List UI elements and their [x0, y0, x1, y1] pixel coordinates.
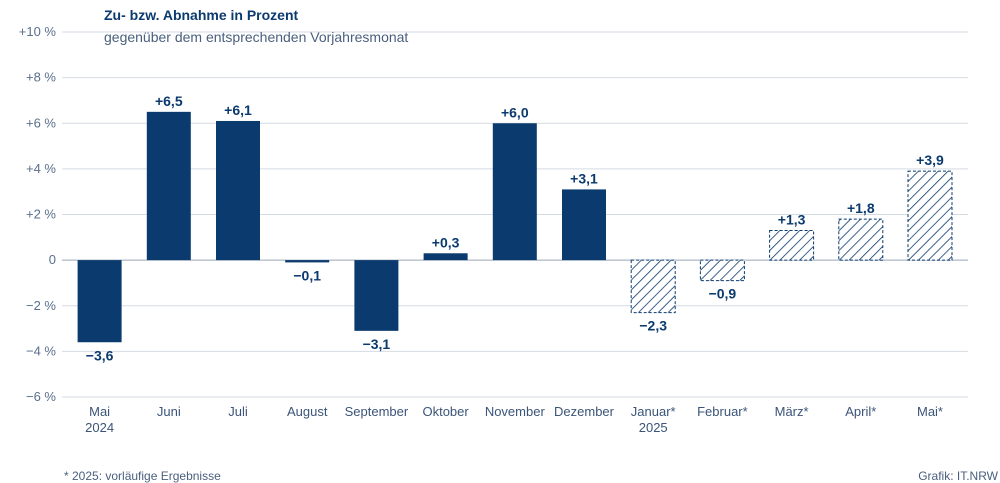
value-label: +6,0 [501, 104, 529, 120]
value-label: +3,1 [570, 170, 598, 186]
bar [423, 253, 468, 261]
chart-title: Zu- bzw. Abnahme in Prozent [104, 7, 299, 23]
y-tick-label: +4 % [26, 161, 56, 176]
bar-provisional [838, 218, 884, 261]
bar-provisional [699, 259, 745, 282]
x-category-line: 2024 [85, 420, 114, 435]
bar [285, 260, 330, 263]
bar [216, 120, 260, 261]
x-category-line: Oktober [422, 404, 469, 419]
footnote: * 2025: vorläufige Ergebnisse [64, 469, 221, 483]
x-category-line: September [345, 404, 409, 419]
value-label: −0,9 [709, 286, 737, 302]
x-category-label: Januar* 2025 [631, 404, 676, 435]
chart-subtitle: gegenüber dem entsprechenden Vorjahresmo… [104, 29, 408, 45]
x-category-line: Juni [157, 404, 181, 419]
x-category-line: August [287, 404, 328, 419]
value-label: −3,1 [363, 336, 391, 352]
y-tick-label: −2 % [26, 298, 56, 313]
y-tick-label: 0 [49, 252, 56, 267]
source-credit: Grafik: IT.NRW [918, 469, 998, 483]
x-category-line: 2025 [639, 420, 668, 435]
x-category-line: Juli [228, 404, 248, 419]
bars [77, 111, 953, 343]
x-category-label: September [345, 404, 409, 419]
bar [146, 111, 191, 261]
bar [492, 123, 537, 261]
x-category-line: März* [775, 404, 809, 419]
bar [562, 189, 606, 261]
x-category-line: November [485, 404, 546, 419]
value-label: +1,8 [847, 200, 875, 216]
x-category-label: Oktober [422, 404, 469, 419]
x-category-line: Mai* [917, 404, 943, 419]
value-label: −2,3 [639, 318, 667, 334]
x-category-label: August [287, 404, 328, 419]
x-category-line: April* [845, 404, 876, 419]
x-category-label: März* [775, 404, 809, 419]
value-label: +6,5 [155, 93, 183, 109]
x-category-label: November [485, 404, 546, 419]
value-labels: −3,6 +6,5 +6,1 −0,1 −3,1 +0,3 +6,0 +3,1 −2,3 −0,9… [86, 93, 944, 363]
y-tick-label: +2 % [26, 207, 56, 222]
value-label: +0,3 [432, 234, 460, 250]
x-category-line: Mai [89, 404, 110, 419]
x-category-label: Mai 2024 [85, 404, 114, 435]
value-label: −0,1 [293, 267, 321, 283]
y-tick-label: −6 % [26, 389, 56, 404]
value-label: +3,9 [916, 152, 944, 168]
bar [354, 260, 399, 331]
bar [77, 260, 122, 343]
y-axis-ticks: −6 % −4 % −2 % 0 +2 % +4 % +6 % +8 % +10 % [19, 24, 57, 404]
x-category-label: Juni [157, 404, 181, 419]
x-category-label: Juli [228, 404, 248, 419]
x-category-line: Dezember [554, 404, 615, 419]
bar-provisional [769, 229, 815, 261]
y-tick-label: −4 % [26, 343, 56, 358]
x-category-line: Februar* [697, 404, 748, 419]
x-category-label: Mai* [917, 404, 943, 419]
bar-provisional [907, 170, 953, 261]
x-category-line: Januar* [631, 404, 676, 419]
x-category-label: April* [845, 404, 876, 419]
x-axis-labels: Mai 2024 Juni Juli August September Oktober Nov… [85, 404, 943, 435]
bar-provisional [630, 259, 676, 314]
x-category-label: Dezember [554, 404, 615, 419]
y-tick-label: +8 % [26, 70, 56, 85]
x-category-label: Februar* [697, 404, 748, 419]
value-label: −3,6 [86, 347, 114, 363]
y-tick-label: +10 % [19, 24, 57, 39]
y-tick-label: +6 % [26, 115, 56, 130]
value-label: +1,3 [778, 211, 806, 227]
value-label: +6,1 [224, 102, 252, 118]
